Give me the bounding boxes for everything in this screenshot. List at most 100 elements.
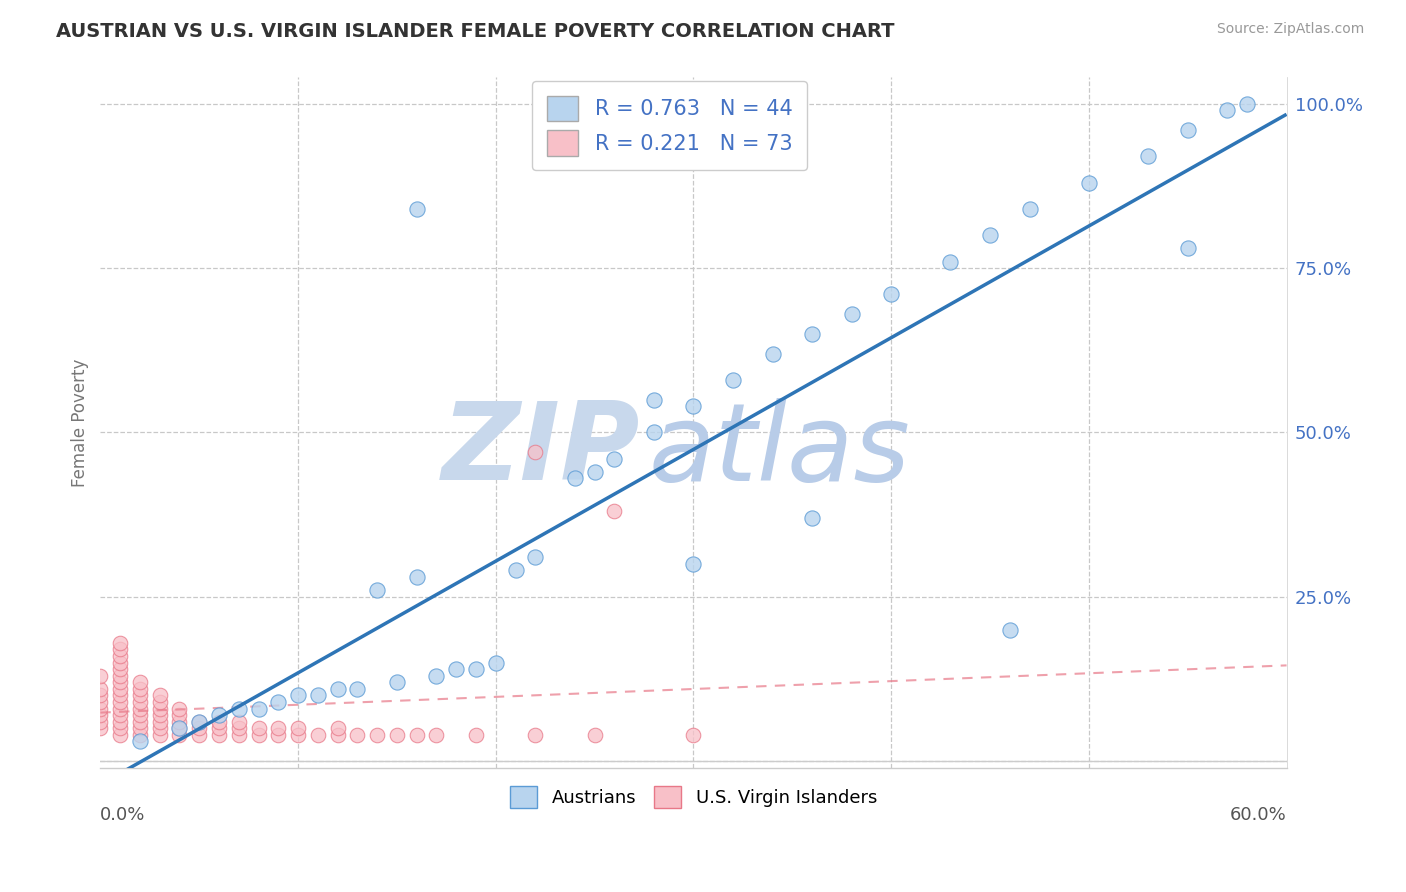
Point [128, 721, 150, 735]
Point [761, 346, 783, 360]
Point [425, 668, 447, 682]
Point [247, 701, 270, 715]
Point [682, 557, 704, 571]
Point [128, 734, 150, 748]
Point [128, 681, 150, 696]
Point [169, 701, 191, 715]
Point [208, 714, 231, 729]
Point [89, 689, 111, 703]
Point [326, 728, 349, 742]
Point [108, 701, 131, 715]
Point [89, 701, 111, 715]
Point [366, 728, 388, 742]
Point [1177, 123, 1199, 137]
Point [89, 708, 111, 723]
Point [108, 668, 131, 682]
Point [149, 701, 172, 715]
Text: AUSTRIAN VS U.S. VIRGIN ISLANDER FEMALE POVERTY CORRELATION CHART: AUSTRIAN VS U.S. VIRGIN ISLANDER FEMALE … [56, 22, 894, 41]
Point [425, 728, 447, 742]
Point [108, 675, 131, 690]
Text: Source: ZipAtlas.com: Source: ZipAtlas.com [1216, 22, 1364, 37]
Point [326, 681, 349, 696]
Point [267, 728, 290, 742]
Point [346, 728, 368, 742]
Point [128, 728, 150, 742]
Point [721, 373, 744, 387]
Y-axis label: Female Poverty: Female Poverty [72, 359, 89, 487]
Point [128, 695, 150, 709]
Point [128, 714, 150, 729]
Point [149, 714, 172, 729]
Point [841, 307, 863, 321]
Point [169, 728, 191, 742]
Point [505, 564, 527, 578]
Point [149, 708, 172, 723]
Point [682, 728, 704, 742]
Point [228, 714, 250, 729]
Point [169, 708, 191, 723]
Point [228, 721, 250, 735]
Point [128, 689, 150, 703]
Point [108, 714, 131, 729]
Point [880, 287, 903, 301]
Point [1077, 176, 1099, 190]
Point [405, 570, 427, 584]
Point [485, 656, 508, 670]
Point [326, 721, 349, 735]
Point [108, 695, 131, 709]
Point [188, 721, 211, 735]
Point [307, 689, 329, 703]
Point [169, 714, 191, 729]
Point [149, 728, 172, 742]
Point [1177, 241, 1199, 255]
Point [89, 668, 111, 682]
Point [208, 708, 231, 723]
Point [89, 681, 111, 696]
Point [188, 714, 211, 729]
Point [1236, 96, 1258, 111]
Point [108, 708, 131, 723]
Point [405, 728, 427, 742]
Point [801, 326, 824, 341]
Point [524, 550, 547, 565]
Point [128, 675, 150, 690]
Point [998, 623, 1021, 637]
Point [128, 701, 150, 715]
Point [108, 648, 131, 663]
Point [801, 511, 824, 525]
Point [643, 425, 665, 440]
Point [366, 583, 388, 598]
Point [979, 228, 1001, 243]
Point [465, 662, 488, 676]
Point [287, 728, 309, 742]
Point [444, 662, 467, 676]
Point [247, 721, 270, 735]
Point [346, 681, 368, 696]
Point [524, 445, 547, 459]
Point [1137, 149, 1160, 163]
Point [643, 392, 665, 407]
Point [385, 728, 408, 742]
Text: 0.0%: 0.0% [100, 805, 146, 823]
Point [169, 721, 191, 735]
Point [108, 656, 131, 670]
Text: atlas: atlas [648, 398, 910, 503]
Point [169, 721, 191, 735]
Point [603, 451, 626, 466]
Point [1018, 202, 1040, 216]
Point [682, 399, 704, 413]
Point [89, 721, 111, 735]
Point [603, 504, 626, 518]
Legend: Austrians, U.S. Virgin Islanders: Austrians, U.S. Virgin Islanders [501, 777, 886, 817]
Point [89, 714, 111, 729]
Point [208, 728, 231, 742]
Point [564, 471, 586, 485]
Point [267, 695, 290, 709]
Point [108, 662, 131, 676]
Point [405, 202, 427, 216]
Point [583, 465, 606, 479]
Point [128, 708, 150, 723]
Point [108, 642, 131, 657]
Text: 60.0%: 60.0% [1230, 805, 1286, 823]
Point [307, 728, 329, 742]
